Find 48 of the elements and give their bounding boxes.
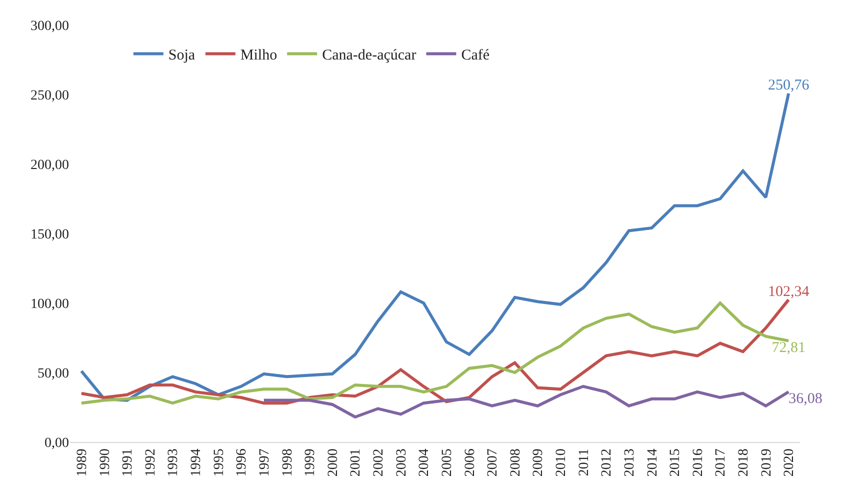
y-tick-label: 150,00 xyxy=(30,227,69,242)
x-tick-label: 2005 xyxy=(440,448,455,477)
x-tick-label: 2004 xyxy=(417,448,432,477)
y-tick-label: 300,00 xyxy=(30,18,69,34)
x-tick-label: 1992 xyxy=(143,448,158,477)
x-tick-label: 2015 xyxy=(668,448,684,477)
x-tick-label: 2002 xyxy=(372,448,387,477)
x-tick-label: 1989 xyxy=(74,448,90,477)
y-tick-label: 250,00 xyxy=(30,88,69,104)
y-tick-label: 200,00 xyxy=(30,158,69,173)
x-tick-label: 2007 xyxy=(486,448,501,477)
x-tick-label: 1991 xyxy=(120,448,136,477)
x-tick-label: 1993 xyxy=(166,448,182,477)
data-label: 102,34 xyxy=(768,284,810,300)
x-tick-label: 2020 xyxy=(782,448,798,477)
x-tick-label: 2001 xyxy=(348,448,364,477)
x-tick-label: 2010 xyxy=(554,448,570,477)
x-tick-label: 2011 xyxy=(576,448,592,476)
x-tick-label: 1996 xyxy=(234,448,250,477)
y-tick-label: 100,00 xyxy=(30,296,69,312)
legend-label: Milho xyxy=(240,48,278,64)
x-tick-label: 2019 xyxy=(759,448,774,477)
x-tick-label: 2014 xyxy=(645,448,660,477)
x-tick-label: 2009 xyxy=(531,448,546,477)
x-tick-label: 1995 xyxy=(212,448,227,477)
x-tick-label: 2008 xyxy=(508,448,524,477)
x-tick-label: 1998 xyxy=(280,448,296,477)
data-label: 36,08 xyxy=(788,391,822,408)
legend-label: Soja xyxy=(168,48,196,64)
legend-label: Cana-de-açúcar xyxy=(322,48,416,64)
x-tick-label: 2000 xyxy=(326,448,341,477)
data-label: 250,76 xyxy=(768,78,810,94)
x-tick-label: 2006 xyxy=(462,448,478,477)
x-tick-label: 1990 xyxy=(98,448,113,477)
x-tick-label: 2003 xyxy=(394,448,410,477)
x-tick-label: 2017 xyxy=(714,448,729,477)
line-series xyxy=(262,384,790,418)
x-tick-label: 2016 xyxy=(690,448,706,477)
x-tick-label: 1994 xyxy=(189,448,204,477)
x-tick-label: 2018 xyxy=(736,448,752,477)
x-tick-label: 2013 xyxy=(622,448,638,477)
x-tick-label: 1997 xyxy=(257,448,272,477)
data-label: 72,81 xyxy=(772,340,806,356)
y-tick-label: 0,00 xyxy=(44,436,69,451)
x-tick-label: 1999 xyxy=(303,448,318,477)
legend-label: Café xyxy=(461,48,490,64)
y-tick-label: 50,00 xyxy=(38,366,69,382)
x-tick-label: 2012 xyxy=(600,448,615,477)
